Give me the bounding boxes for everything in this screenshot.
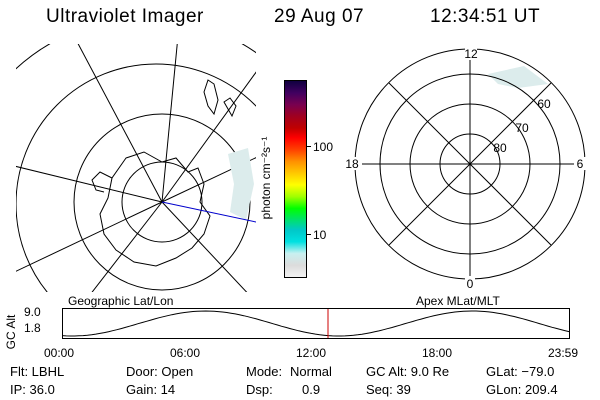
colorbar xyxy=(284,80,307,278)
peninsula-coastline xyxy=(91,171,113,193)
altitude-xtick-label: 23:59 xyxy=(548,346,579,360)
mlt-hour-label-left: 18 xyxy=(345,157,359,171)
mlt-lat-label: 60 xyxy=(537,97,551,111)
label-bg xyxy=(342,157,362,170)
altitude-ylabel: GC Alt xyxy=(4,314,18,350)
label-bg xyxy=(465,276,475,289)
geographic-map xyxy=(16,44,256,292)
geo-meridian xyxy=(16,201,163,272)
altitude-xtick-label: 06:00 xyxy=(170,346,201,360)
orbit-track xyxy=(161,201,256,223)
gain-info: Gain: 14 xyxy=(126,382,176,397)
colorbar-unit-label: photon cm⁻²s⁻¹ xyxy=(259,136,273,220)
dsp-label: Dsp: xyxy=(246,382,273,397)
date-label: 29 Aug 07 xyxy=(274,6,365,27)
label-bg xyxy=(465,47,477,60)
geo-meridian xyxy=(161,44,178,203)
mlt-lat-label: 80 xyxy=(493,141,507,155)
aurora-patch xyxy=(488,66,548,88)
geo-meridian xyxy=(161,71,256,203)
geo-meridian xyxy=(77,44,163,203)
mlt-label: Apex MLat/MLT xyxy=(416,294,500,308)
landmass-outline xyxy=(203,79,219,116)
geo-meridian xyxy=(161,201,248,292)
geo-lat-circle xyxy=(16,44,256,70)
colorbar-gradient xyxy=(285,81,306,277)
mode-value: Normal xyxy=(290,364,332,379)
colorbar-tick xyxy=(306,146,311,147)
mlt-diagonal xyxy=(388,82,552,246)
geo-meridian xyxy=(161,157,256,203)
geo-meridian xyxy=(16,165,163,203)
time-label: 12:34:51 UT xyxy=(430,6,541,27)
altitude-curve xyxy=(62,310,570,337)
label-bg xyxy=(574,157,588,170)
mlt-hour-label-right: 6 xyxy=(577,157,584,171)
instrument-title: Ultraviolet Imager xyxy=(46,6,204,27)
gc-alt-info: GC Alt: 9.0 Re xyxy=(366,364,450,379)
glat-info: GLat: −79.0 xyxy=(486,364,555,379)
geo-meridian xyxy=(91,201,163,292)
mlt-dial: 12 0 18 6 60 70 80 xyxy=(342,47,588,291)
dsp-value: 0.9 xyxy=(302,382,321,397)
mlt-lat-label: 70 xyxy=(515,121,529,135)
seq-info: Seq: 39 xyxy=(366,382,411,397)
altitude-plot-frame xyxy=(62,308,570,339)
geographic-label: Geographic Lat/Lon xyxy=(68,294,174,308)
glon-info: GLon: 209.4 xyxy=(486,382,558,397)
colorbar-tick xyxy=(306,234,311,235)
antarctica-coastline xyxy=(99,151,211,267)
altitude-ytick-label: 1.8 xyxy=(24,321,41,335)
colorbar-tick-label: 100 xyxy=(313,140,334,154)
altitude-xtick-label: 18:00 xyxy=(422,346,453,360)
altitude-ytick-label: 9.0 xyxy=(24,305,41,319)
mlt-hour-label-top: 12 xyxy=(464,47,478,61)
aurora-patch xyxy=(228,148,254,220)
colorbar-tick-label: 10 xyxy=(313,228,327,242)
door-info: Door: Open xyxy=(126,364,194,379)
altitude-plot xyxy=(62,308,570,339)
altitude-xtick-label: 12:00 xyxy=(296,346,327,360)
mlt-hour-label-bottom: 0 xyxy=(467,277,474,291)
ip-info: IP: 36.0 xyxy=(10,382,55,397)
altitude-xtick-label: 00:00 xyxy=(44,346,75,360)
mode-label: Mode: xyxy=(246,364,283,379)
geo-lat-circle xyxy=(16,63,256,292)
landmass-outline xyxy=(223,97,237,118)
filter-info: Flt: LBHL xyxy=(10,364,65,379)
